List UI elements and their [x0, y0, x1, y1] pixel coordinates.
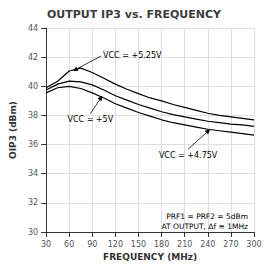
svg-text:120: 120	[108, 240, 123, 249]
svg-text:VCC = +4.75V: VCC = +4.75V	[159, 151, 218, 160]
svg-text:60: 60	[64, 240, 74, 249]
svg-text:OUTPUT IP3 vs. FREQUENCY: OUTPUT IP3 vs. FREQUENCY	[47, 8, 222, 21]
svg-text:300: 300	[246, 240, 261, 249]
svg-text:PRF1 = PRF2 = 5dBm: PRF1 = PRF2 = 5dBm	[166, 212, 248, 221]
svg-text:44: 44	[28, 24, 38, 33]
svg-text:VCC = +5V: VCC = +5V	[67, 115, 113, 124]
svg-text:42: 42	[28, 53, 38, 62]
svg-text:AT OUTPUT, Δf ≡ 1MHz: AT OUTPUT, Δf ≡ 1MHz	[162, 222, 249, 231]
svg-text:VCC = +5.25V: VCC = +5.25V	[103, 51, 162, 60]
svg-text:150: 150	[131, 240, 146, 249]
svg-text:OIP3 (dBm): OIP3 (dBm)	[8, 101, 18, 159]
svg-text:210: 210	[177, 240, 192, 249]
svg-text:38: 38	[28, 111, 38, 120]
svg-text:240: 240	[200, 240, 215, 249]
svg-text:34: 34	[28, 169, 38, 178]
svg-text:36: 36	[28, 140, 38, 149]
svg-text:FREQUENCY (MHz): FREQUENCY (MHz)	[103, 252, 197, 262]
svg-text:32: 32	[28, 198, 38, 207]
svg-text:30: 30	[41, 240, 51, 249]
svg-text:180: 180	[154, 240, 169, 249]
svg-text:40: 40	[28, 82, 38, 91]
svg-text:270: 270	[223, 240, 238, 249]
svg-text:30: 30	[28, 228, 38, 237]
svg-text:90: 90	[87, 240, 97, 249]
